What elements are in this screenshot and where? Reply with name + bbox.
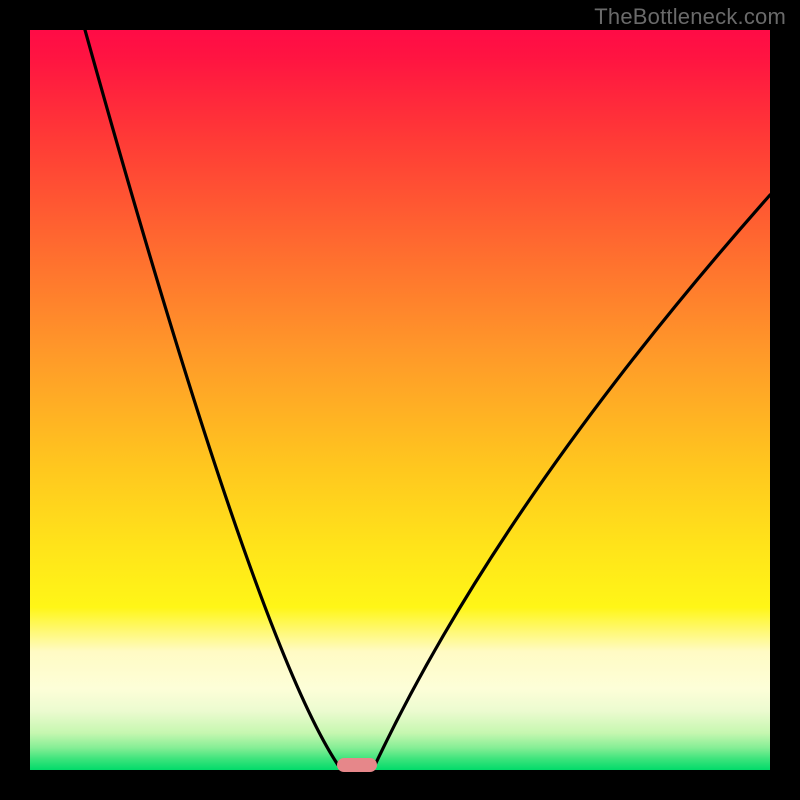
- watermark-text: TheBottleneck.com: [594, 4, 786, 30]
- bottleneck-curve: [30, 30, 770, 770]
- plot-area: [30, 30, 770, 770]
- curve-right-branch: [375, 195, 770, 765]
- curve-left-branch: [85, 30, 338, 765]
- minimum-marker: [337, 758, 377, 772]
